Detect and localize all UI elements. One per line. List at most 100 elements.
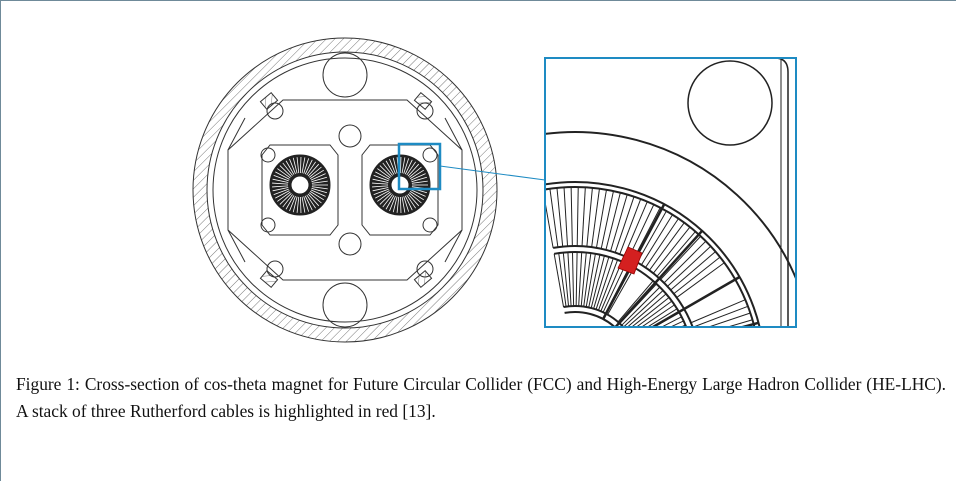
coil-turn bbox=[382, 194, 393, 208]
coil-turn bbox=[277, 168, 291, 179]
coil-turn bbox=[385, 195, 395, 210]
hole bbox=[338, 232, 362, 256]
coil-turn bbox=[289, 158, 296, 175]
coil-turn bbox=[407, 163, 420, 177]
coil-turn bbox=[562, 252, 570, 307]
coil-turn bbox=[373, 175, 389, 182]
coil-turn bbox=[308, 192, 322, 204]
coil-turn bbox=[669, 320, 684, 327]
figure-caption: Figure 1: Cross-section of cos-theta mag… bbox=[16, 374, 946, 421]
coil-arc bbox=[545, 186, 756, 327]
coil-turn bbox=[401, 196, 406, 213]
pad bbox=[259, 269, 279, 289]
coil-turn bbox=[410, 173, 426, 181]
coil-turn bbox=[545, 198, 554, 249]
coil-housing bbox=[361, 144, 439, 236]
coil-turn bbox=[300, 157, 302, 174]
yoke-inner bbox=[212, 57, 478, 323]
coil-turn bbox=[707, 312, 751, 327]
coil-turn bbox=[575, 252, 578, 307]
coil bbox=[269, 154, 331, 216]
coil-turn bbox=[404, 159, 413, 175]
coil-turn bbox=[640, 214, 673, 266]
coil-turn bbox=[656, 231, 696, 277]
coil-turn bbox=[673, 256, 721, 295]
coil-turn bbox=[275, 171, 290, 180]
coil-turn bbox=[649, 222, 685, 271]
pad bbox=[259, 91, 279, 111]
coil-turn bbox=[279, 193, 292, 205]
coil-turn bbox=[310, 173, 326, 181]
zoom-frame bbox=[544, 57, 797, 328]
coil-turn bbox=[372, 182, 389, 185]
coil-turn bbox=[750, 326, 755, 327]
coil-housing bbox=[261, 144, 339, 236]
coil-turn bbox=[600, 261, 623, 312]
coil-turn bbox=[289, 195, 296, 212]
zoom-connector bbox=[439, 165, 546, 181]
aperture bbox=[290, 175, 310, 195]
yoke-line bbox=[227, 117, 246, 151]
coil-turn bbox=[309, 169, 324, 179]
coil-turn bbox=[403, 196, 410, 212]
coil-turn bbox=[619, 198, 642, 255]
coil-turn bbox=[277, 191, 291, 202]
coil-turn bbox=[637, 329, 687, 348]
coil-turn bbox=[389, 195, 396, 212]
coil-turn bbox=[372, 178, 389, 183]
coil-turn bbox=[663, 240, 707, 284]
coil-turn bbox=[646, 308, 678, 327]
coil-turn bbox=[307, 193, 320, 207]
coil-turn bbox=[640, 304, 675, 327]
highlighted-cables bbox=[617, 246, 643, 275]
coil-turn bbox=[701, 369, 760, 370]
coil-turn bbox=[610, 194, 628, 252]
coil-turn bbox=[273, 188, 289, 195]
coil-turn bbox=[403, 158, 410, 174]
coil-turn bbox=[400, 196, 402, 213]
coil-turn bbox=[407, 193, 420, 207]
coil-turn bbox=[692, 305, 749, 327]
coil-turn bbox=[400, 157, 402, 174]
figure-drawing bbox=[192, 37, 797, 370]
coil-turn bbox=[389, 158, 396, 175]
coil-turn bbox=[292, 157, 298, 174]
coil-turn bbox=[311, 176, 328, 183]
coil-turn bbox=[597, 259, 619, 311]
coil-turn bbox=[300, 196, 302, 213]
coil-turn bbox=[600, 190, 614, 249]
coil-turn bbox=[640, 356, 694, 363]
coil-turn bbox=[667, 245, 712, 287]
coil-turn bbox=[635, 300, 673, 327]
coil-turn bbox=[605, 192, 621, 250]
coil-turn bbox=[726, 319, 753, 327]
coil-turn bbox=[379, 193, 392, 205]
hole bbox=[422, 217, 438, 233]
coil-turn bbox=[408, 192, 422, 204]
coil-turn bbox=[396, 196, 400, 213]
coil-turn bbox=[563, 187, 569, 247]
coil-turn bbox=[377, 168, 391, 179]
coil-turn bbox=[311, 186, 328, 190]
coil-turn bbox=[401, 157, 406, 174]
coil-turn bbox=[272, 182, 289, 185]
coil-turn bbox=[301, 196, 306, 213]
hole bbox=[687, 60, 773, 146]
coil-turn bbox=[373, 188, 389, 195]
coil-turn bbox=[377, 191, 391, 202]
coil-turn bbox=[645, 218, 679, 268]
coil-turn bbox=[670, 251, 716, 291]
coil-turn bbox=[617, 280, 654, 323]
coil-turn bbox=[311, 187, 328, 194]
coil-turn bbox=[379, 165, 392, 177]
coil-turn bbox=[607, 267, 635, 315]
coil-turn bbox=[701, 362, 760, 365]
coil-turn bbox=[676, 262, 725, 298]
coil-turn bbox=[621, 286, 661, 326]
coil-turn bbox=[660, 316, 682, 327]
coil-turn bbox=[558, 253, 567, 307]
coil-turn bbox=[409, 191, 424, 201]
coil-turn bbox=[570, 187, 573, 247]
coil-turn bbox=[571, 252, 575, 307]
